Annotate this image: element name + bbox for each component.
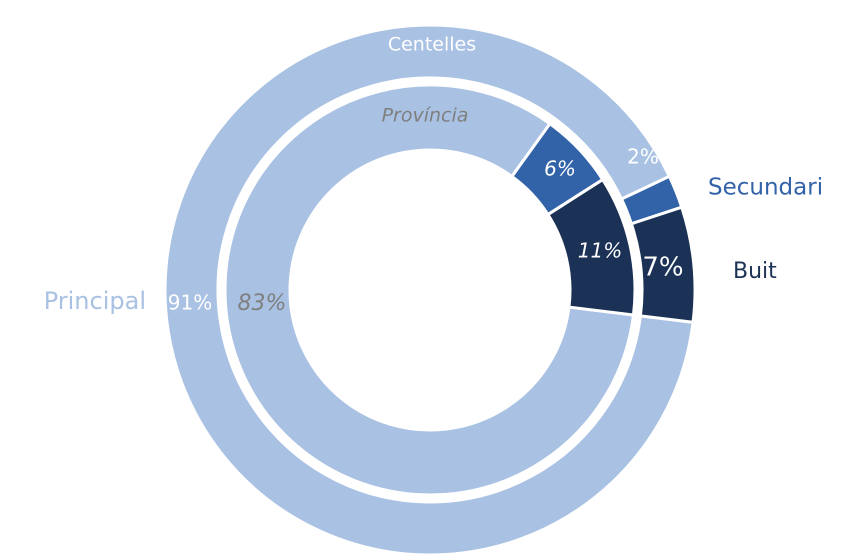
value-label: 11% (578, 239, 622, 263)
value-label: 83% (238, 291, 287, 316)
ring-title: Centelles (388, 34, 476, 56)
value-label: 6% (544, 157, 576, 181)
ring-title: Província (382, 105, 469, 127)
wedge (629, 205, 697, 324)
wedge (163, 23, 695, 555)
wedge (223, 83, 636, 497)
category-label: Buit (733, 259, 777, 284)
category-label: Secundari (708, 175, 823, 201)
value-label: 2% (627, 145, 659, 169)
wedge (545, 177, 637, 317)
value-label: 91% (168, 291, 212, 315)
value-label: 7% (642, 253, 683, 283)
category-label: Principal (44, 287, 146, 315)
